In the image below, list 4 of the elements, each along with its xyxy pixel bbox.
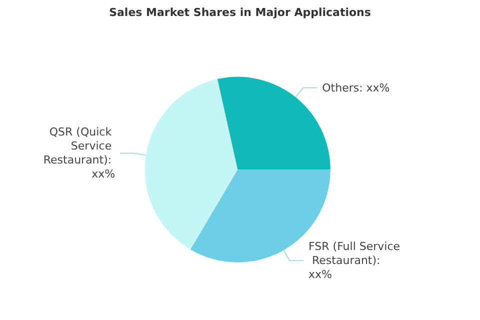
chart-title: Sales Market Shares in Major Applications: [109, 6, 372, 19]
slice-label: FSR (Full Service Restaurant): xx%: [308, 240, 400, 282]
slice-label: QSR (Quick Service Restaurant): xx%: [43, 126, 116, 181]
slice-label: Others: xx%: [322, 81, 390, 94]
